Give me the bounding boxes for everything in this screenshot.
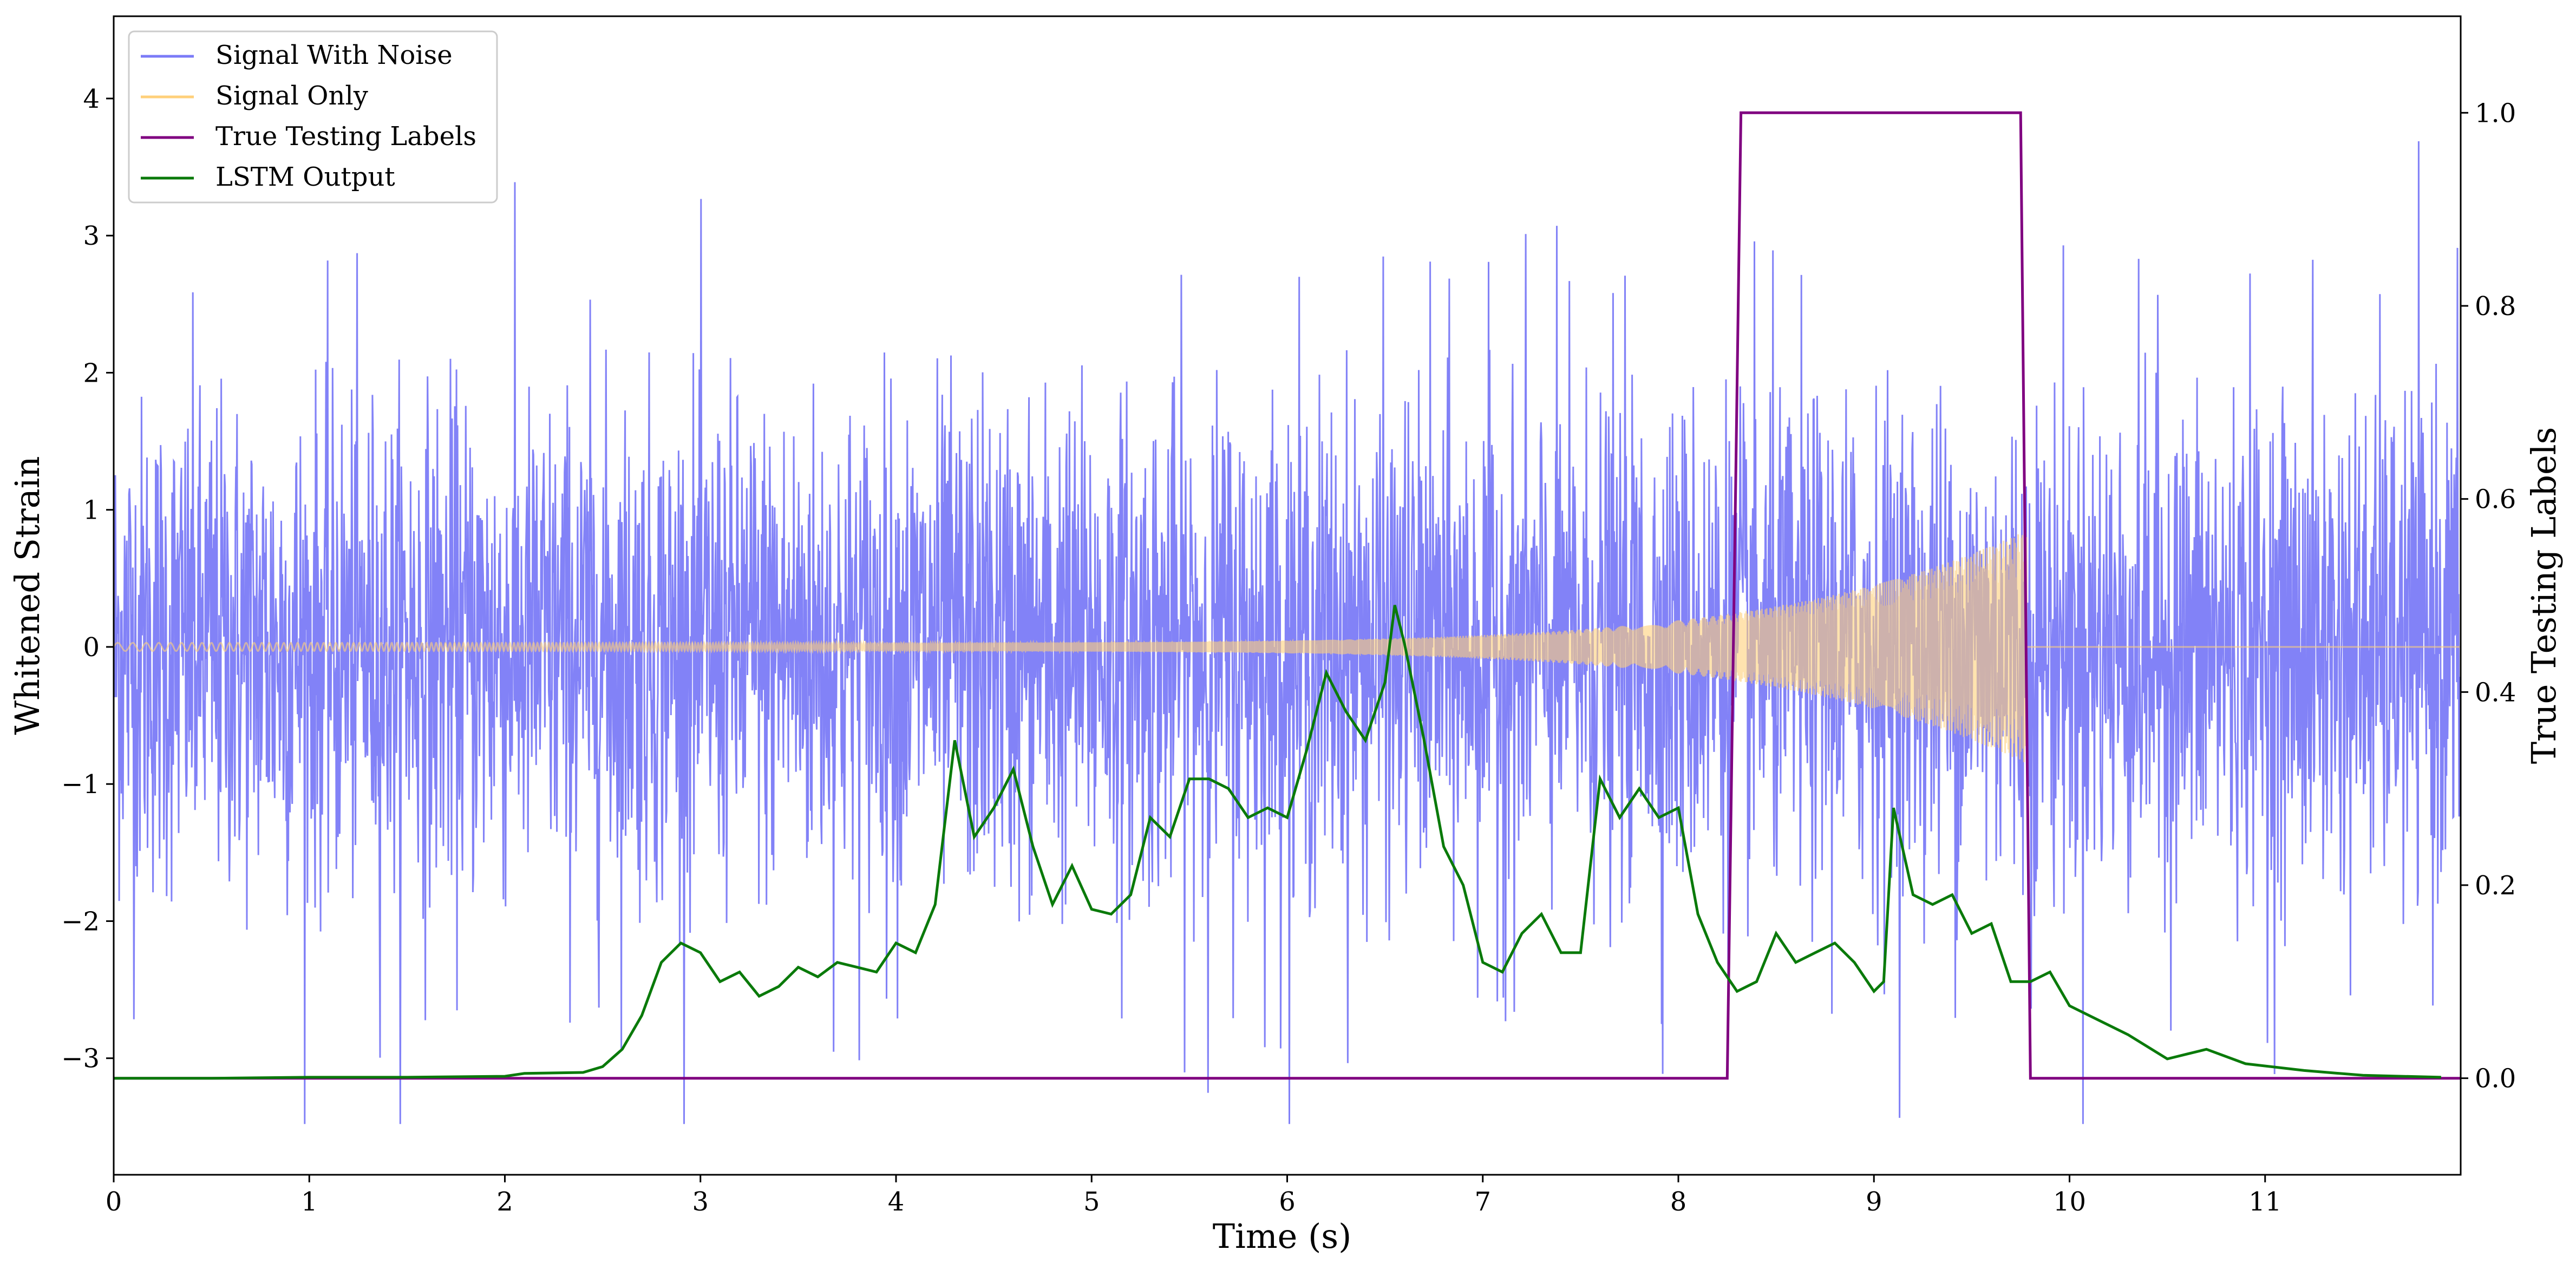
legend-box [128,30,498,204]
right-y-tick-label: 0.2 [2475,871,2516,901]
plot-area [114,111,2461,1124]
signal-with-noise-series [114,141,2461,1124]
x-tick-label: 3 [692,1187,709,1217]
signal-only-series [114,532,2461,762]
signal-with-noise-line [114,141,2461,1124]
lstm-output-series [114,605,2441,1080]
x-tick-label: 4 [888,1187,905,1217]
right-y-tick-label: 1.0 [2475,98,2516,128]
x-tick-label: 10 [2053,1187,2086,1217]
left-y-tick-label: −3 [61,1044,100,1074]
right-y-axis: 0.0 0.2 0.4 0.6 0.8 1.0 [2461,98,2516,1094]
right-y-tick-label: 0.8 [2475,291,2516,322]
x-tick-label: 1 [301,1187,318,1217]
x-tick-label: 11 [2248,1187,2281,1217]
x-tick-label: 5 [1083,1187,1100,1217]
right-y-axis-label: True Testing Labels [2524,427,2564,764]
legend-label-true-testing-labels: True Testing Labels [215,121,476,152]
legend: Signal With Noise Signal Only True Testi… [128,30,498,204]
true-testing-labels-line [114,111,2461,1080]
legend-label-lstm-output: LSTM Output [215,162,395,192]
right-y-tick-label: 0.6 [2475,485,2516,515]
x-tick-label: 2 [496,1187,513,1217]
left-y-tick-label: 4 [83,84,100,114]
left-y-tick-label: 1 [83,495,100,526]
left-y-axis: −3 −2 −1 0 1 2 3 4 [61,84,114,1074]
x-axis-label: Time (s) [1213,1216,1352,1256]
legend-label-signal-with-noise: Signal With Noise [215,40,453,70]
left-y-tick-label: −2 [61,906,100,937]
left-y-tick-label: 3 [83,221,100,251]
x-axis: 0 1 2 3 4 5 6 7 8 9 10 11 [106,1175,2281,1217]
x-tick-label: 9 [1866,1187,1882,1217]
left-y-tick-label: −1 [61,769,100,800]
x-tick-label: 7 [1474,1187,1491,1217]
x-tick-label: 8 [1670,1187,1687,1217]
right-y-tick-label: 0.0 [2475,1064,2516,1094]
left-y-tick-label: 0 [83,632,100,663]
lstm-output-line [114,605,2441,1080]
legend-label-signal-only: Signal Only [215,81,368,111]
signal-only-line [114,532,2461,762]
x-tick-label: 0 [106,1187,122,1217]
x-tick-label: 6 [1279,1187,1296,1217]
right-y-tick-label: 0.4 [2475,677,2516,708]
left-y-tick-label: 2 [83,358,100,388]
left-y-axis-label: Whitened Strain [8,456,47,735]
true-testing-labels-series [114,111,2461,1080]
